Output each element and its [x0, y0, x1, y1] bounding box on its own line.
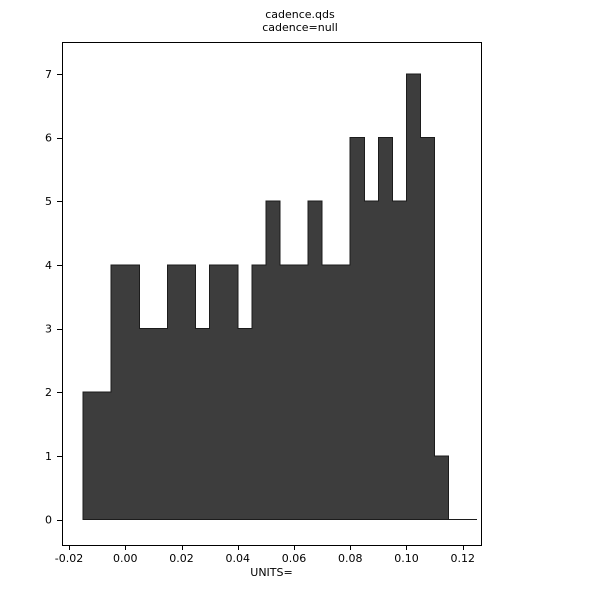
y-tick-label: 6	[45, 132, 52, 145]
x-tick-label: 0.10	[394, 552, 419, 565]
x-tick-label: -0.02	[55, 552, 83, 565]
y-tick-label: 5	[45, 195, 52, 208]
x-axis-label: UNITS=	[250, 566, 293, 579]
x-tick-label: 0.06	[282, 552, 307, 565]
x-tick-label: 0.04	[226, 552, 251, 565]
y-tick-label: 3	[45, 323, 52, 336]
x-tick-label: 0.02	[169, 552, 194, 565]
plot-frame	[62, 42, 482, 546]
chart-subtitle: cadence=null	[262, 21, 338, 34]
x-tick-label: 0.08	[338, 552, 363, 565]
y-tick-label: 1	[45, 450, 52, 463]
y-tick-label: 4	[45, 259, 52, 272]
y-tick-label: 0	[45, 514, 52, 527]
y-tick-label: 7	[45, 68, 52, 81]
y-tick-label: 2	[45, 386, 52, 399]
chart-title: cadence.qds	[265, 8, 335, 21]
histogram-bars	[82, 73, 477, 521]
x-tick-label: 0.00	[113, 552, 138, 565]
x-tick-label: 0.12	[450, 552, 475, 565]
chart-title-block: cadence.qds cadence=null	[0, 8, 600, 34]
